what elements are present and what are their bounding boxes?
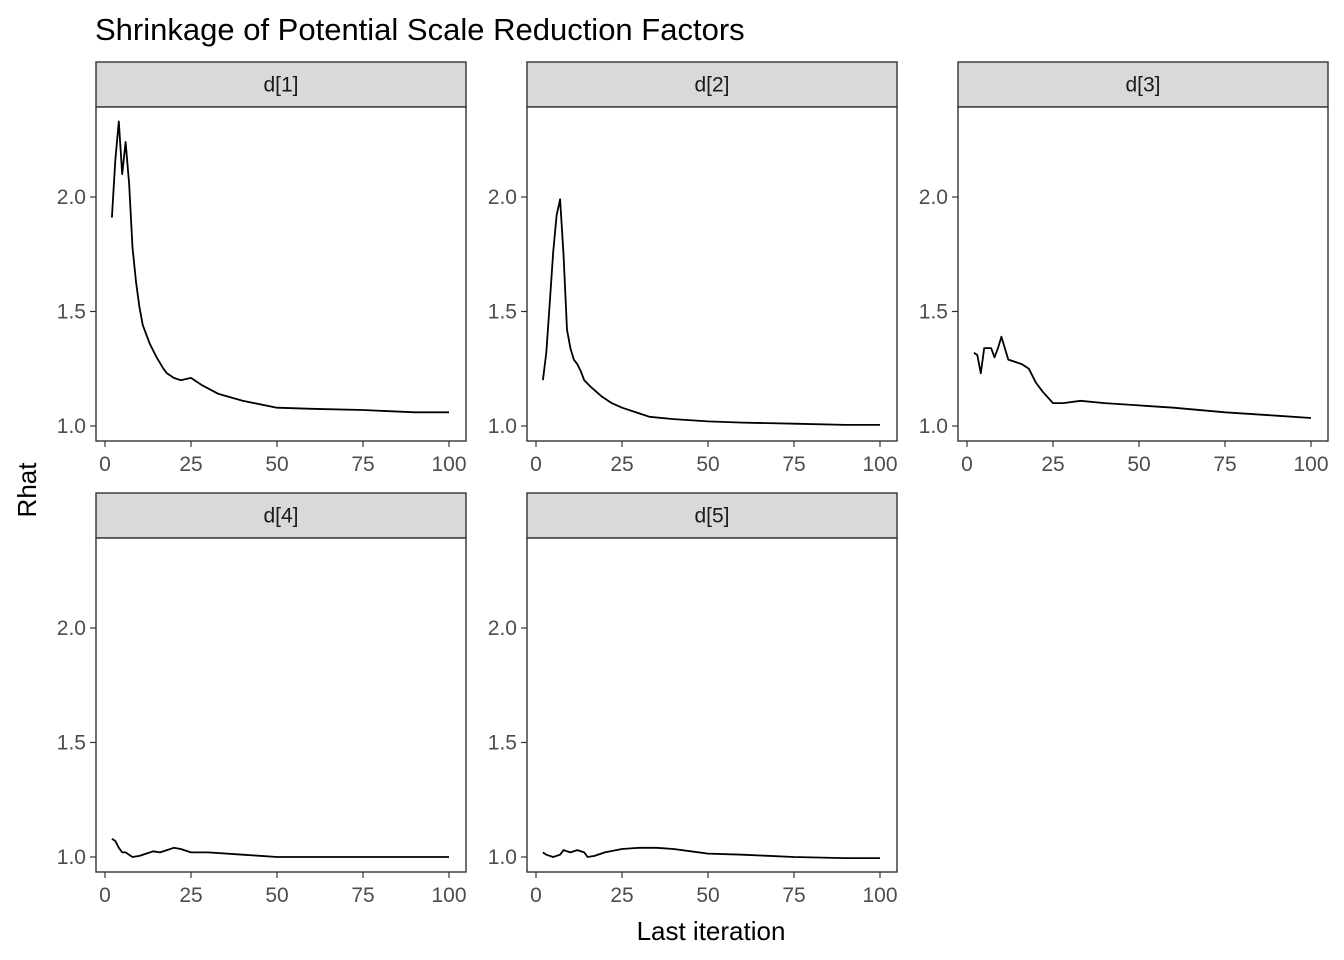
facet-strip bbox=[95, 61, 467, 108]
x-tick-label: 25 bbox=[610, 884, 633, 907]
series-line bbox=[973, 335, 1312, 419]
panel-plot-area bbox=[526, 537, 898, 873]
x-tick-label: 50 bbox=[265, 453, 288, 476]
x-tick-label: 25 bbox=[179, 884, 202, 907]
facet-strip bbox=[957, 61, 1329, 108]
x-tick-label: 0 bbox=[530, 884, 542, 907]
x-tick-label: 50 bbox=[265, 884, 288, 907]
y-tick-label: 1.0 bbox=[488, 415, 517, 438]
series-line bbox=[542, 198, 880, 426]
y-tick-label: 1.0 bbox=[57, 415, 86, 438]
facet-strip bbox=[526, 492, 898, 539]
x-tick-label: 50 bbox=[696, 884, 719, 907]
facet-panel: d[4] 1.0 1.5 2.0 0 25 50 75 100 bbox=[57, 492, 467, 907]
y-tick-label: 2.0 bbox=[57, 186, 86, 209]
x-tick-label: 100 bbox=[1293, 453, 1328, 476]
y-tick-label: 1.5 bbox=[57, 301, 86, 324]
x-tick-label: 25 bbox=[1041, 453, 1064, 476]
y-tick-label: 1.5 bbox=[919, 301, 948, 324]
x-tick-label: 100 bbox=[431, 884, 466, 907]
x-tick-label: 0 bbox=[961, 453, 973, 476]
y-tick-label: 1.5 bbox=[488, 301, 517, 324]
facet-panel: d[1] 1.0 1.5 2.0 0 25 50 75 100 bbox=[57, 61, 467, 476]
x-tick-label: 100 bbox=[431, 453, 466, 476]
y-tick-label: 2.0 bbox=[488, 617, 517, 640]
facet-panel: d[5] 1.0 1.5 2.0 0 25 50 75 100 bbox=[488, 492, 898, 907]
chart-title: Shrinkage of Potential Scale Reduction F… bbox=[95, 12, 745, 47]
x-tick-label: 50 bbox=[1127, 453, 1150, 476]
series-line bbox=[111, 837, 449, 858]
facet-strip-label: d[2] bbox=[694, 74, 729, 97]
x-tick-label: 100 bbox=[862, 884, 897, 907]
x-tick-label: 75 bbox=[1213, 453, 1236, 476]
y-tick-label: 1.0 bbox=[57, 846, 86, 869]
facet-strip-label: d[3] bbox=[1125, 74, 1160, 97]
panel-plot-area bbox=[957, 106, 1329, 442]
x-tick-label: 75 bbox=[782, 453, 805, 476]
x-tick-label: 25 bbox=[179, 453, 202, 476]
y-axis-title: Rhat bbox=[12, 462, 42, 518]
x-tick-label: 75 bbox=[351, 884, 374, 907]
y-tick-label: 1.5 bbox=[57, 732, 86, 755]
y-tick-label: 2.0 bbox=[919, 186, 948, 209]
y-tick-label: 2.0 bbox=[57, 617, 86, 640]
x-tick-label: 75 bbox=[782, 884, 805, 907]
x-tick-label: 25 bbox=[610, 453, 633, 476]
facet-panel: d[2] 1.0 1.5 2.0 0 25 50 75 100 bbox=[488, 61, 898, 476]
y-tick-label: 2.0 bbox=[488, 186, 517, 209]
x-axis-title: Last iteration bbox=[637, 916, 786, 946]
series-line bbox=[542, 846, 880, 859]
x-tick-label: 50 bbox=[696, 453, 719, 476]
panel-plot-area bbox=[526, 106, 898, 442]
facet-strip-label: d[5] bbox=[694, 505, 729, 528]
x-tick-label: 0 bbox=[530, 453, 542, 476]
panel-plot-area bbox=[95, 537, 467, 873]
facet-panels: d[1] 1.0 1.5 2.0 0 25 50 75 100 d[2] 1.0 1.5 2.0 0 25 5… bbox=[57, 61, 1329, 907]
y-tick-label: 1.5 bbox=[488, 732, 517, 755]
x-tick-label: 0 bbox=[99, 884, 111, 907]
facet-strip-label: d[4] bbox=[263, 505, 298, 528]
x-tick-label: 75 bbox=[351, 453, 374, 476]
series-line bbox=[111, 120, 449, 414]
facet-panel: d[3] 1.0 1.5 2.0 0 25 50 75 100 bbox=[919, 61, 1329, 476]
y-tick-label: 1.0 bbox=[488, 846, 517, 869]
y-tick-label: 1.0 bbox=[919, 415, 948, 438]
x-tick-label: 100 bbox=[862, 453, 897, 476]
x-tick-label: 0 bbox=[99, 453, 111, 476]
panel-plot-area bbox=[95, 106, 467, 442]
facet-strip bbox=[95, 492, 467, 539]
facet-strip-label: d[1] bbox=[263, 74, 298, 97]
